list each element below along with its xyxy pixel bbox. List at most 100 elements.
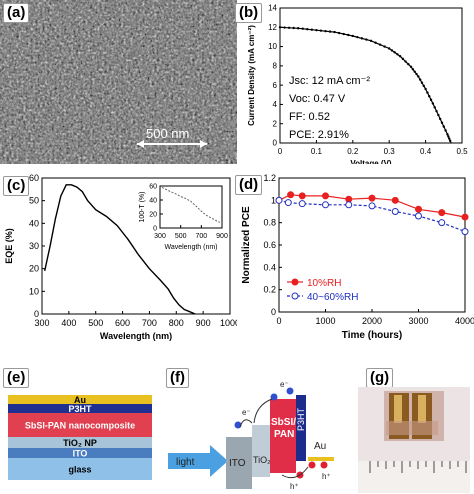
stability-point <box>438 219 446 227</box>
panel-label-b: (b) <box>235 3 263 23</box>
y-tick-label: 20 <box>149 211 157 218</box>
stability-point <box>391 196 399 204</box>
x-tick-label: 0.5 <box>456 147 468 156</box>
jv-point <box>398 55 402 58</box>
x-axis-label: Time (hours) <box>342 330 402 341</box>
jv-point <box>413 70 416 73</box>
jv-point <box>418 78 422 81</box>
x-tick-label: 0.4 <box>420 147 432 156</box>
panel-g: (g) <box>356 365 474 494</box>
x-tick-label: 600 <box>115 318 130 328</box>
jv-point <box>342 32 345 36</box>
eqe-series-line <box>44 184 196 315</box>
legend-label: 40~60%RH <box>307 292 358 303</box>
x-tick-label: 900 <box>196 318 211 328</box>
stack-layer <box>8 395 152 404</box>
panel-c: 30040050060070080090010000102030405060Wa… <box>0 170 240 350</box>
y-tick-label: 0 <box>273 139 278 148</box>
stability-chart: 0 1000 2000 3000 4000 0 0.2 0.4 0.6 0.8 1 1.2 Time (… <box>241 173 474 341</box>
tio2-label: TiO₂ <box>253 455 271 465</box>
x-tick-label: 3000 <box>408 316 428 326</box>
jv-point <box>310 28 314 31</box>
jv-point <box>319 29 323 32</box>
scale-bar-label: 500 nm <box>146 126 189 141</box>
y-tick-label: 0.2 <box>263 285 276 295</box>
stability-point <box>322 201 329 209</box>
panel-b: 0 0.1 0.2 0.3 0.4 0.5 0 2 4 6 8 10 12 14 Voltage (V) Cu… <box>235 0 474 169</box>
y-tick-label: 10 <box>29 286 39 296</box>
sem-image: 500 nm <box>0 0 237 164</box>
panel-d: 0 1000 2000 3000 4000 0 0.2 0.4 0.6 0.8 1 1.2 Time (… <box>235 170 474 350</box>
jv-point <box>404 60 407 63</box>
jv-point <box>411 68 415 71</box>
ruler-ticks <box>369 461 467 473</box>
jv-point <box>287 26 291 29</box>
jv-point <box>431 102 435 105</box>
transfer-arrow <box>239 419 253 428</box>
stability-point <box>461 228 469 236</box>
jv-point <box>351 34 354 38</box>
jv-point <box>438 117 442 121</box>
jv-point <box>347 33 350 37</box>
x-tick-label: 1000 <box>315 316 335 326</box>
electron-label: e⁻ <box>242 408 251 417</box>
jv-point <box>447 135 450 138</box>
stability-point <box>391 208 399 215</box>
x-tick-label: 2000 <box>362 316 382 326</box>
panel-label-c: (c) <box>3 176 30 196</box>
energy-diagram: light ITO TiO₂ SbSI/ PAN P3HT Au e⁻ e⁻ h… <box>168 380 334 491</box>
jv-point <box>337 31 341 35</box>
stability-point <box>368 202 376 210</box>
y-axis-label: Normalized PCE <box>241 206 252 284</box>
y-tick-label: 0 <box>153 225 157 232</box>
jv-point <box>324 29 327 33</box>
stability-point <box>284 199 292 207</box>
hole-label: h⁺ <box>322 472 331 481</box>
panel-f: (f) light ITO TiO₂ SbSI/ PAN P3HT Au e⁻ … <box>162 365 354 494</box>
x-tick-label: 500 <box>88 318 103 328</box>
jv-point <box>328 30 332 33</box>
jv-point <box>415 72 418 76</box>
jv-point <box>433 106 436 109</box>
jv-point <box>369 39 373 42</box>
jv-point <box>301 27 304 30</box>
light-label: light <box>176 457 195 468</box>
jv-point <box>297 27 300 30</box>
y-axis-label: Current Density (mA cm⁻²) <box>247 25 256 126</box>
transfer-arrow <box>253 398 273 424</box>
hole-label: h⁺ <box>290 482 299 491</box>
jv-point <box>390 49 394 52</box>
inset-series-line <box>161 186 221 223</box>
sbsi-label-2: PAN <box>274 429 294 440</box>
panel-label-e: (e) <box>3 368 30 388</box>
y-tick-label: 0 <box>271 307 276 317</box>
p3ht-label: P3HT <box>296 407 306 431</box>
transfer-arrow <box>281 466 309 479</box>
au-level <box>308 457 334 461</box>
jv-point <box>393 51 396 54</box>
jv-point <box>448 139 452 143</box>
y-tick-label: 20 <box>29 264 39 274</box>
plot-frame <box>279 7 463 144</box>
x-tick-label: 800 <box>169 318 184 328</box>
panel-e: (e) Au P3HT SbSI-PAN nanocomposite TiO₂ NP I… <box>0 365 160 494</box>
jv-annotation: FF: 0.52 <box>289 111 330 123</box>
stability-point <box>298 200 306 208</box>
stability-point <box>438 209 446 217</box>
stack-layer <box>8 458 152 480</box>
jv-point <box>407 62 410 66</box>
x-axis-label: Wavelength (nm) <box>164 244 217 251</box>
y-tick-label: 14 <box>268 4 277 13</box>
p3ht-level <box>296 395 306 461</box>
stack-layer <box>8 448 152 458</box>
y-axis-label: 100-T (%) <box>139 192 146 223</box>
legend-marker <box>291 278 299 286</box>
jv-point <box>396 53 399 56</box>
x-tick-label: 500 <box>175 233 187 240</box>
jv-point <box>292 26 295 30</box>
legend-marker <box>291 292 299 300</box>
jv-point <box>442 125 445 128</box>
y-tick-label: 0.8 <box>263 218 276 228</box>
jv-point <box>437 113 440 117</box>
jv-annotation: Voc: 0.47 V <box>289 93 346 105</box>
